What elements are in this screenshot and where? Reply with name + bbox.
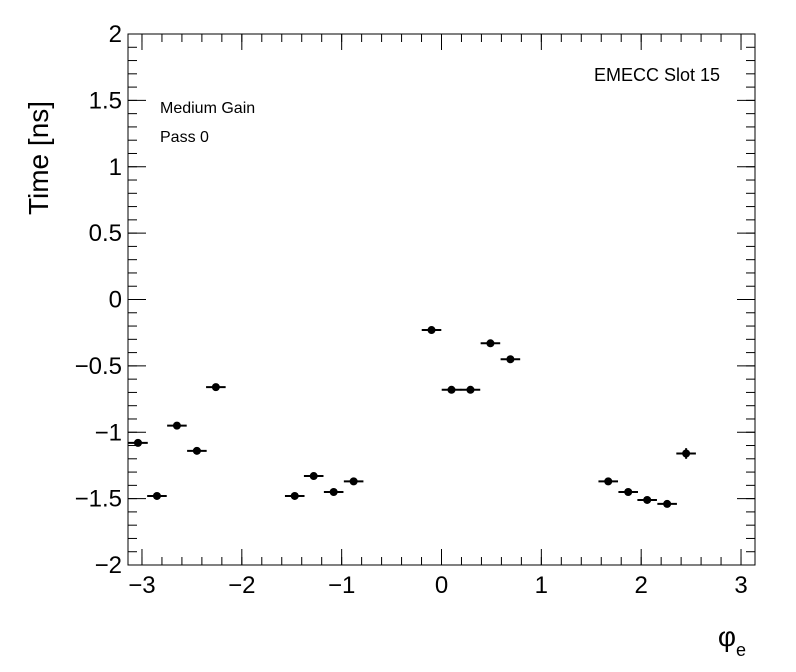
- point-marker: [192, 446, 201, 455]
- point-marker: [466, 385, 475, 394]
- x-tick-label: 0: [435, 572, 448, 599]
- y-tick-label: −1: [95, 419, 122, 446]
- data-points: [128, 326, 696, 508]
- point-marker: [604, 477, 613, 486]
- point-marker: [682, 449, 691, 458]
- y-tick-label: 2: [109, 21, 122, 48]
- point-marker: [447, 385, 456, 394]
- y-axis-title: Time [ns]: [23, 101, 54, 215]
- y-tick-label: −1.5: [75, 486, 122, 513]
- x-tick-label: −3: [128, 572, 155, 599]
- data-point: [167, 421, 187, 430]
- x-tick-label: −1: [328, 572, 355, 599]
- data-point: [618, 487, 638, 496]
- y-tick-label: 1.5: [89, 87, 122, 114]
- data-point: [206, 383, 226, 392]
- point-marker: [290, 491, 299, 500]
- y-tick-label: 0: [109, 287, 122, 314]
- data-point: [343, 477, 364, 486]
- annotation-slot: EMECC Slot 15: [594, 65, 720, 85]
- data-point: [676, 448, 696, 459]
- point-marker: [427, 326, 436, 335]
- data-point: [323, 487, 344, 496]
- data-point: [187, 446, 207, 455]
- x-tick-label: −2: [228, 572, 255, 599]
- point-marker: [172, 421, 181, 430]
- point-marker: [133, 438, 142, 447]
- point-marker: [349, 477, 358, 486]
- point-marker: [152, 491, 161, 500]
- x-tick-label: 1: [535, 572, 548, 599]
- x-tick-label: 2: [635, 572, 648, 599]
- data-point: [128, 438, 148, 447]
- point-marker: [211, 383, 220, 392]
- data-point: [303, 472, 324, 481]
- x-axis-subscript: e: [736, 640, 746, 660]
- point-marker: [506, 355, 515, 364]
- data-point: [500, 355, 521, 364]
- x-tick-labels: −3 −2 −1 0 1 2 3: [128, 572, 747, 599]
- point-marker: [663, 499, 672, 508]
- data-point: [657, 499, 677, 508]
- y-tick-label: 0.5: [89, 220, 122, 247]
- x-axis-symbol: φ: [718, 621, 736, 652]
- x-axis-title: φe: [718, 621, 746, 660]
- y-tick-label: −0.5: [75, 353, 122, 380]
- point-marker: [624, 487, 633, 496]
- point-marker: [643, 495, 652, 504]
- data-point: [147, 491, 167, 500]
- data-point: [421, 326, 442, 335]
- data-point: [598, 477, 619, 486]
- data-point: [441, 385, 462, 394]
- x-tick-label: 3: [734, 572, 747, 599]
- y-tick-labels: −2 −1.5 −1 −0.5 0 0.5 1 1.5 2: [75, 21, 122, 579]
- data-point: [480, 339, 501, 348]
- annotation-gain: Medium Gain: [160, 100, 255, 117]
- y-tick-label: 1: [109, 154, 122, 181]
- data-point: [460, 385, 481, 394]
- major-ticks: [128, 33, 755, 566]
- point-marker: [309, 472, 318, 481]
- point-marker: [329, 487, 338, 496]
- y-tick-label: −2: [95, 552, 122, 579]
- data-point: [637, 495, 657, 504]
- point-marker: [486, 339, 495, 348]
- annotation-pass: Pass 0: [160, 129, 209, 146]
- data-point: [284, 491, 305, 500]
